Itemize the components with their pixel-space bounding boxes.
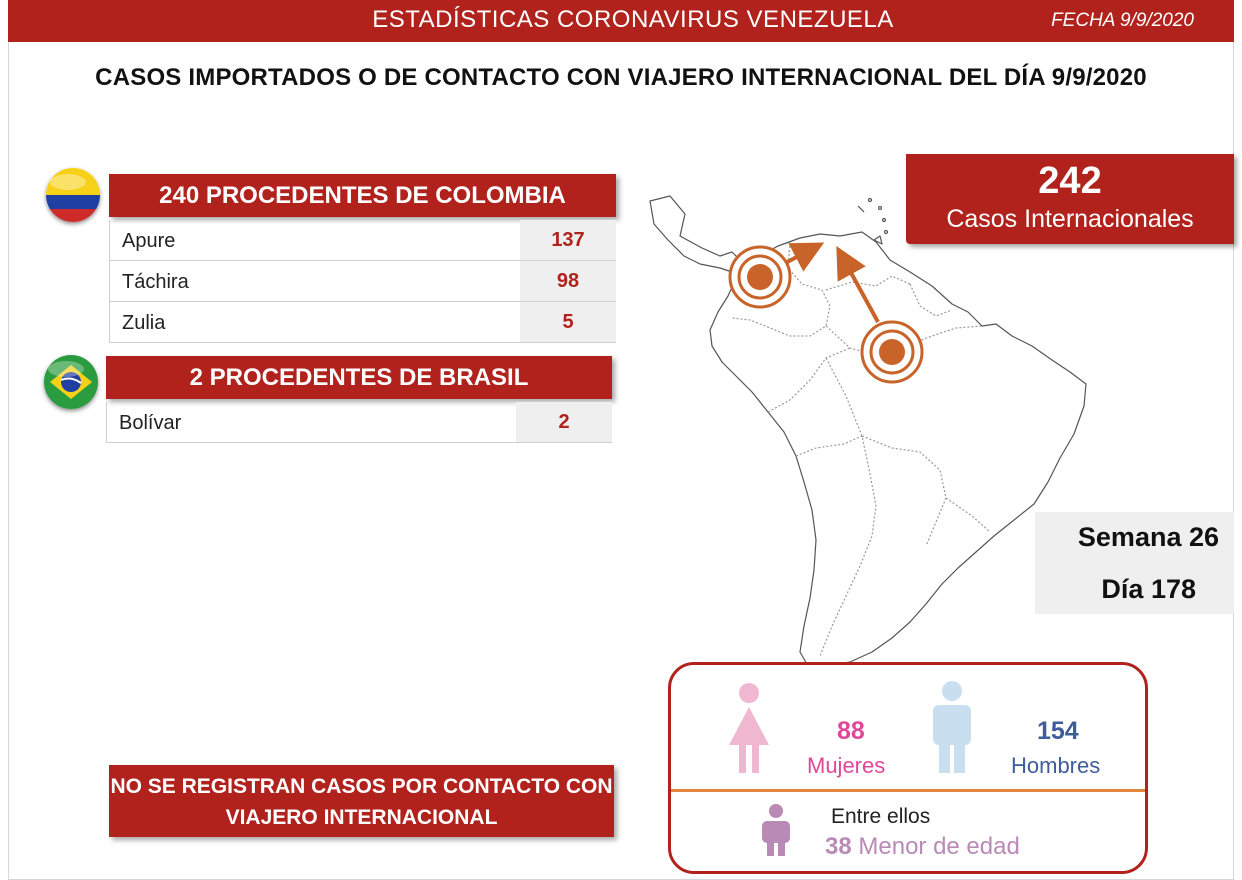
state-name: Apure xyxy=(122,230,176,252)
child-icon xyxy=(762,804,790,856)
women-label: Mujeres xyxy=(807,753,886,778)
timeline-box: Semana 26 Día 178 xyxy=(1035,512,1234,614)
state-name: Bolívar xyxy=(119,412,182,434)
men-count: 154 xyxy=(1037,717,1079,745)
gender-panel: 88 Mujeres 154 Hombres Entre ellos 38 Me… xyxy=(668,662,1148,874)
state-name: Zulia xyxy=(122,312,166,334)
international-total: 242 xyxy=(1038,160,1102,202)
woman-icon xyxy=(729,683,769,773)
state-value: 2 xyxy=(516,402,612,442)
week-number: Semana 26 xyxy=(1077,522,1219,552)
gender-divider xyxy=(671,789,1145,792)
colombia-heading: 240 PROCEDENTES DE COLOMBIA xyxy=(109,174,616,217)
international-label: Casos Internacionales xyxy=(946,205,1194,233)
brazil-flag-icon xyxy=(44,355,98,409)
colombia-flag-icon xyxy=(46,168,100,222)
state-value: 5 xyxy=(520,302,616,342)
table-row: Táchira 98 xyxy=(109,261,616,302)
table-row: Zulia 5 xyxy=(109,302,616,343)
contact-notice: NO SE REGISTRAN CASOS POR CONTACTO CON V… xyxy=(109,765,614,837)
day-number: Día 178 xyxy=(1101,574,1196,604)
women-count: 88 xyxy=(837,717,865,745)
state-value: 98 xyxy=(520,261,616,301)
international-cases-box: 242 Casos Internacionales xyxy=(906,154,1234,244)
table-row: Apure 137 xyxy=(109,220,616,261)
state-name: Táchira xyxy=(122,271,189,293)
among-label: Entre ellos xyxy=(831,805,931,828)
minors-label: Menor de edad xyxy=(858,833,1020,860)
header-date: FECHA 9/9/2020 xyxy=(1051,10,1194,31)
case-markers xyxy=(728,242,924,384)
brasil-heading: 2 PROCEDENTES DE BRASIL xyxy=(106,356,612,399)
page-subtitle: CASOS IMPORTADOS O DE CONTACTO CON VIAJE… xyxy=(95,64,1147,91)
table-row: Bolívar 2 xyxy=(106,402,612,443)
header-title: ESTADÍSTICAS CORONAVIRUS VENEZUELA xyxy=(372,6,894,33)
minors-line: 38 Menor de edad xyxy=(825,833,1020,861)
man-icon xyxy=(933,681,971,773)
men-label: Hombres xyxy=(1011,753,1101,778)
state-value: 137 xyxy=(520,220,616,260)
header-bar: ESTADÍSTICAS CORONAVIRUS VENEZUELA FECHA… xyxy=(8,0,1234,42)
minors-count: 38 xyxy=(825,833,852,860)
